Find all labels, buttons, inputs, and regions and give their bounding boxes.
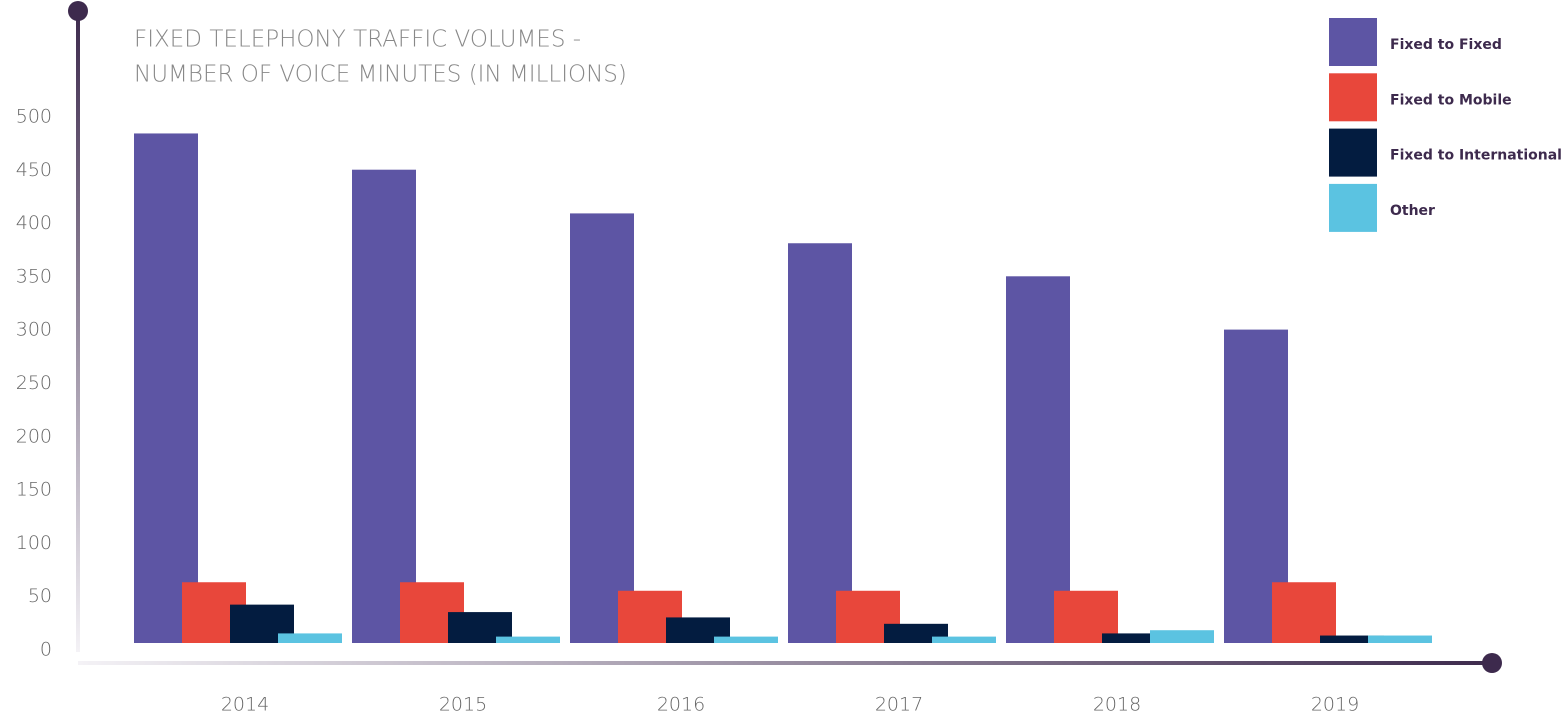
legend-swatch	[1329, 183, 1377, 232]
legend-swatch	[1329, 18, 1377, 66]
bar	[1102, 633, 1166, 643]
bar	[932, 636, 996, 643]
legend-label: Other	[1390, 203, 1435, 219]
x-tick-label: 2017	[875, 694, 923, 716]
axis-cap	[68, 1, 88, 21]
bar	[278, 633, 342, 643]
bar	[1368, 635, 1432, 643]
y-axis-line	[76, 10, 80, 652]
y-tick-label: 0	[40, 639, 52, 661]
bar	[134, 133, 198, 643]
bar	[1272, 582, 1336, 643]
x-tick-label: 2015	[439, 694, 487, 716]
y-tick-label: 300	[16, 319, 52, 341]
y-tick-label: 350	[16, 265, 52, 287]
legend-swatch	[1329, 128, 1377, 177]
bar	[352, 169, 416, 644]
x-tick-label: 2016	[657, 694, 705, 716]
bar	[570, 213, 634, 644]
legend-label: Fixed to Fixed	[1390, 37, 1502, 53]
chart-title: NUMBER OF VOICE MINUTES (IN MILLIONS)	[134, 62, 627, 88]
y-tick-label: 400	[16, 212, 52, 234]
y-tick-label: 200	[16, 425, 52, 447]
y-tick-label: 50	[28, 585, 52, 607]
x-tick-label: 2019	[1311, 694, 1359, 716]
y-tick-label: 450	[16, 159, 52, 181]
x-tick-label: 2014	[221, 694, 269, 716]
bar	[1150, 630, 1214, 643]
legend-swatch	[1329, 73, 1377, 122]
x-axis-line	[78, 661, 1492, 665]
bar	[1320, 635, 1384, 643]
bar	[788, 243, 852, 643]
chart-title: FIXED TELEPHONY TRAFFIC VOLUMES -	[134, 27, 581, 53]
legend-label: Fixed to Mobile	[1390, 92, 1512, 108]
y-tick-label: 150	[16, 479, 52, 501]
bar	[496, 636, 560, 643]
legend-label: Fixed to International	[1390, 148, 1562, 164]
axis-cap	[1482, 653, 1502, 673]
x-tick-label: 2018	[1093, 694, 1141, 716]
y-tick-label: 500	[16, 106, 52, 128]
y-tick-label: 100	[16, 532, 52, 554]
y-tick-label: 250	[16, 372, 52, 394]
bar	[714, 636, 778, 643]
bar	[1006, 276, 1070, 643]
